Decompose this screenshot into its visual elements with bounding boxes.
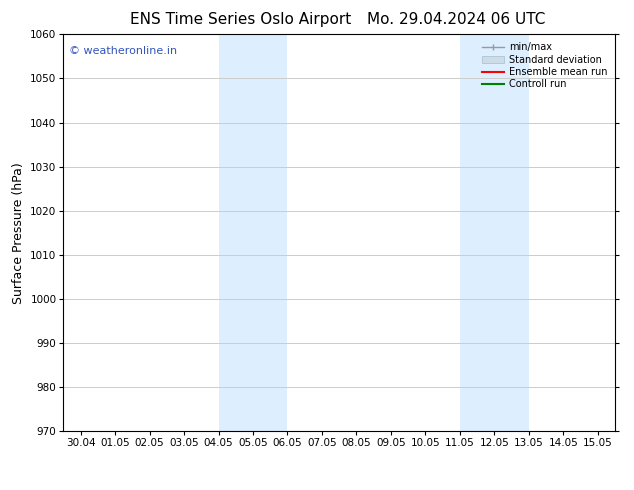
Bar <box>219 34 253 431</box>
Bar <box>253 34 287 431</box>
Bar <box>495 34 529 431</box>
Y-axis label: Surface Pressure (hPa): Surface Pressure (hPa) <box>11 162 25 304</box>
Text: ENS Time Series Oslo Airport: ENS Time Series Oslo Airport <box>131 12 351 27</box>
Legend: min/max, Standard deviation, Ensemble mean run, Controll run: min/max, Standard deviation, Ensemble me… <box>479 39 610 92</box>
Bar <box>460 34 495 431</box>
Text: Mo. 29.04.2024 06 UTC: Mo. 29.04.2024 06 UTC <box>367 12 546 27</box>
Text: © weatheronline.in: © weatheronline.in <box>69 46 177 56</box>
